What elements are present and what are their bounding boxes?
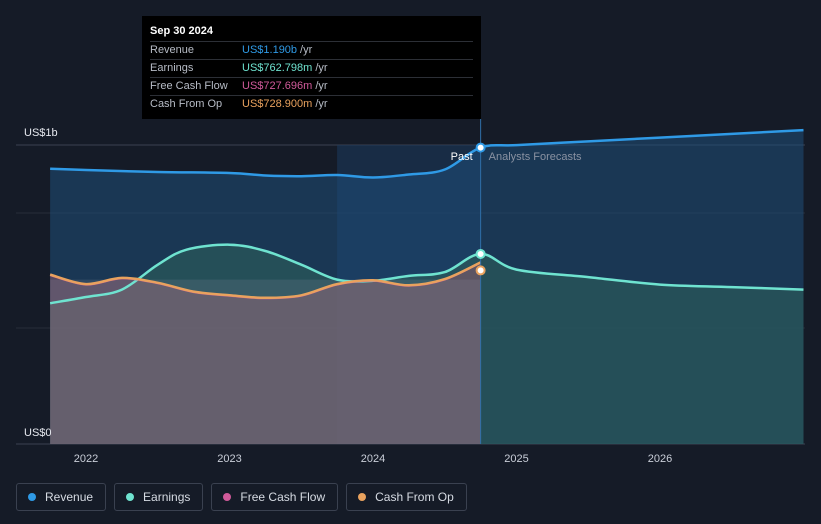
tooltip-value: US$728.900m: [242, 98, 313, 110]
tooltip: Sep 30 2024 Revenue US$1.190b /yr Earnin…: [142, 16, 481, 119]
x-tick-label: 2025: [504, 453, 528, 465]
tooltip-date: Sep 30 2024: [150, 24, 473, 42]
legend-label: Revenue: [45, 490, 94, 504]
tooltip-value: US$727.696m: [242, 80, 313, 92]
tooltip-label: Free Cash Flow: [150, 80, 228, 92]
tooltip-unit: /yr: [315, 62, 328, 74]
legend-item-earnings[interactable]: Earnings: [114, 483, 204, 511]
tooltip-value: US$762.798m: [242, 62, 313, 74]
forecast-label: Analysts Forecasts: [489, 151, 582, 163]
cash-from-op-marker: [475, 265, 486, 276]
x-tick-label: 2023: [217, 453, 241, 465]
legend-item-revenue[interactable]: Revenue: [16, 483, 107, 511]
tooltip-unit: /yr: [300, 44, 313, 56]
x-tick-label: 2026: [648, 453, 672, 465]
y-label-bottom: US$0: [24, 427, 52, 439]
tooltip-unit: /yr: [315, 80, 328, 92]
legend-item-free-cash-flow[interactable]: Free Cash Flow: [211, 483, 339, 511]
y-label-top: US$1b: [24, 127, 58, 139]
tooltip-row-earnings: Earnings US$762.798m /yr: [150, 60, 473, 78]
revenue-marker: [475, 142, 486, 153]
legend-label: Earnings: [143, 490, 191, 504]
past-shade: [50, 279, 481, 444]
tooltip-row-revenue: Revenue US$1.190b /yr: [150, 42, 473, 60]
x-tick-label: 2022: [74, 453, 98, 465]
tooltip-label: Cash From Op: [150, 98, 223, 110]
legend: Revenue Earnings Free Cash Flow Cash Fro…: [16, 483, 467, 511]
tooltip-unit: /yr: [315, 98, 328, 110]
tooltip-row-cash-from-op: Cash From Op US$728.900m /yr: [150, 96, 473, 113]
x-tick-label: 2024: [361, 453, 385, 465]
past-label: Past: [451, 151, 473, 163]
tooltip-label: Revenue: [150, 44, 195, 56]
cash-from-op-line: [49, 261, 482, 300]
legend-label: Cash From Op: [375, 490, 454, 504]
legend-label: Free Cash Flow: [240, 490, 326, 504]
legend-dot-icon: [126, 493, 135, 501]
legend-dot-icon: [223, 493, 232, 501]
tooltip-row-free-cash-flow: Free Cash Flow US$727.696m /yr: [150, 78, 473, 96]
free-cash-flow-area: [50, 262, 481, 444]
legend-dot-icon: [28, 493, 36, 501]
tooltip-value: US$1.190b: [242, 44, 298, 56]
earnings-marker: [475, 248, 486, 259]
tooltip-label: Earnings: [150, 62, 194, 74]
revenue-line: [50, 128, 804, 179]
legend-item-cash-from-op[interactable]: Cash From Op: [346, 483, 467, 511]
legend-dot-icon: [358, 493, 367, 501]
